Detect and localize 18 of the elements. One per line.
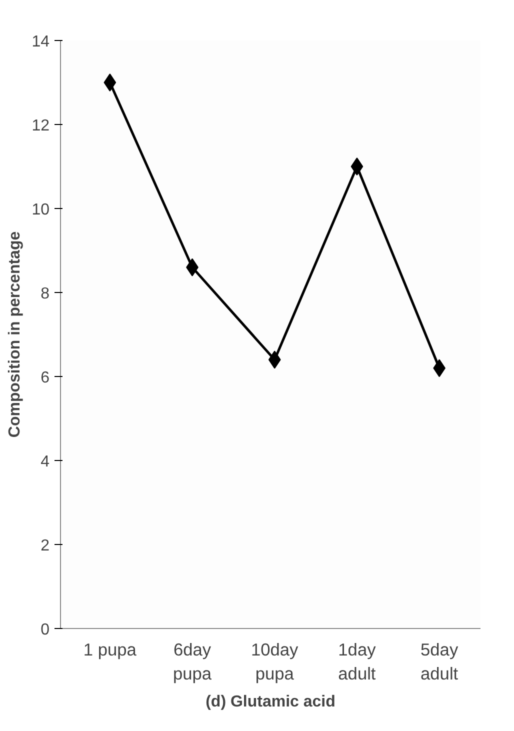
- x-tick-label: 6day pupa: [172, 640, 212, 684]
- y-tick-label: 4: [40, 454, 50, 470]
- y-tick-label: 10: [32, 202, 50, 218]
- y-tick-label: 14: [32, 34, 50, 50]
- y-tick-label: 2: [40, 538, 50, 554]
- point: [350, 158, 364, 176]
- y-tick-label: 12: [32, 118, 50, 134]
- point: [268, 350, 281, 369]
- x-tick-label: 10day pupa: [251, 640, 299, 684]
- x-tick-label: 5day adult: [420, 640, 458, 684]
- y-tick-label: 6: [40, 370, 50, 386]
- x-tick-label: 1 pupa: [83, 640, 137, 660]
- text: (d) Glutamic acid: [206, 694, 336, 710]
- point: [104, 74, 116, 92]
- x-tick-label: 1day adult: [338, 640, 376, 684]
- y-axis-title: Composition in percentage: [6, 231, 24, 438]
- y-tick-label: 0: [40, 622, 50, 638]
- y-tick-label: 8: [40, 286, 50, 302]
